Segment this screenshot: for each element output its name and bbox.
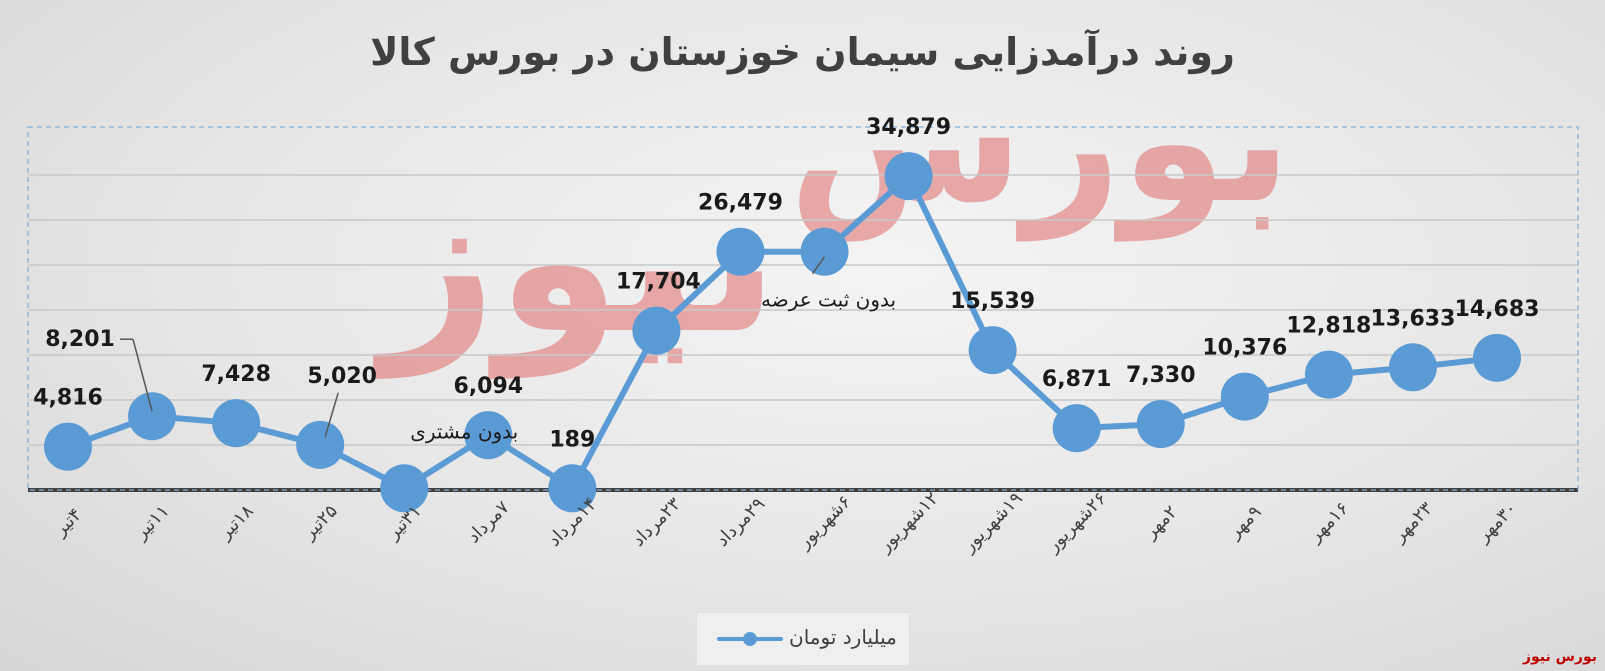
watermark-word-2: نیوز xyxy=(372,145,778,379)
data-point xyxy=(1473,333,1521,382)
data-point xyxy=(1304,350,1353,399)
data-point xyxy=(1220,372,1269,421)
data-label: 15,539 xyxy=(950,289,1035,314)
data-point xyxy=(128,392,177,441)
data-point xyxy=(884,152,933,201)
legend: میلیارد تومان xyxy=(696,612,910,666)
data-label: 8,201 xyxy=(45,327,115,352)
x-axis-ticks: ۴تیر ۱۱تیر ۱۸تیر ۲۵تیر ۳۱تیر ۷مرداد ۱۴مرداد ۲۳م… xyxy=(49,488,1521,557)
annotation-no-buyer: بدون مشتری xyxy=(410,419,518,443)
data-labels: 4,816 8,201 7,428 5,020 6,094 189 17,704 26,479… xyxy=(33,115,1539,452)
x-tick-label: ۱۲شهریور xyxy=(874,488,943,557)
data-label: 4,816 xyxy=(33,386,103,411)
x-tick-label: ۲مهر xyxy=(1139,501,1181,543)
data-label: 10,376 xyxy=(1202,336,1287,361)
data-label: 13,633 xyxy=(1370,306,1455,331)
data-point xyxy=(632,306,681,355)
plot-border xyxy=(27,126,1579,491)
data-point xyxy=(44,422,92,471)
data-point xyxy=(212,399,261,448)
x-tick-label: ۲۶شهریور xyxy=(1042,488,1111,557)
chart-title: روند درآمدزایی سیمان خوزستان در بورس کال… xyxy=(370,30,1235,74)
watermark-word-1: بورس xyxy=(789,43,1292,242)
x-tick-label: ۲۳مهر xyxy=(1388,498,1437,547)
data-label: 6,871 xyxy=(1042,367,1112,392)
legend-marker xyxy=(717,632,783,646)
data-label: 5,020 xyxy=(307,364,377,389)
leader-line xyxy=(132,338,153,412)
x-tick-label: ۷مرداد xyxy=(463,497,514,548)
x-tick-label: ۴تیر xyxy=(49,504,86,541)
leader-line xyxy=(811,256,826,275)
data-label: 6,094 xyxy=(453,374,523,399)
x-tick-label: ۲۳مرداد xyxy=(628,493,685,550)
x-tick-label: ۱۹شهریور xyxy=(958,488,1027,557)
x-tick-label: ۲۵تیر xyxy=(298,501,342,545)
x-tick-label: ۶شهریور xyxy=(793,491,855,553)
x-tick-label: ۹مهر xyxy=(1224,501,1266,543)
annotation-no-offer: بدون ثبت عرضه xyxy=(761,288,896,312)
x-tick-label: ۱۱تیر xyxy=(130,501,174,545)
data-label: 14,683 xyxy=(1455,297,1540,322)
data-point xyxy=(380,464,429,513)
x-tick-label: ۲۹مرداد xyxy=(712,493,769,550)
brand-footer: بورس نیوز xyxy=(1522,649,1597,665)
data-label: 7,428 xyxy=(201,362,271,387)
data-points xyxy=(44,152,1521,513)
data-label: 17,704 xyxy=(616,270,701,295)
data-label: 7,330 xyxy=(1126,363,1196,388)
data-point xyxy=(716,227,765,276)
data-point xyxy=(968,326,1017,375)
data-label: 189 xyxy=(549,427,595,452)
leader-line xyxy=(324,392,339,438)
x-tick-label: ۱۶مهر xyxy=(1304,498,1353,547)
annotations: بدون مشتری بدون ثبت عرضه xyxy=(410,256,896,443)
data-label: 26,479 xyxy=(698,191,783,216)
data-label: 34,879 xyxy=(866,115,951,140)
legend-label: میلیارد تومان xyxy=(789,625,897,649)
data-point xyxy=(1388,343,1437,392)
data-point xyxy=(1052,404,1101,453)
plot-area-border xyxy=(27,126,1579,491)
data-point xyxy=(464,411,513,460)
data-point xyxy=(296,420,345,469)
data-point xyxy=(548,464,597,513)
data-point xyxy=(800,227,849,276)
x-tick-label: ۱۸تیر xyxy=(214,500,258,544)
x-tick-label: ۳۱تیر xyxy=(382,501,426,545)
x-tick-label: ۳۰مهر xyxy=(1472,498,1521,547)
data-label: 12,818 xyxy=(1286,314,1371,339)
data-point xyxy=(1136,400,1185,449)
